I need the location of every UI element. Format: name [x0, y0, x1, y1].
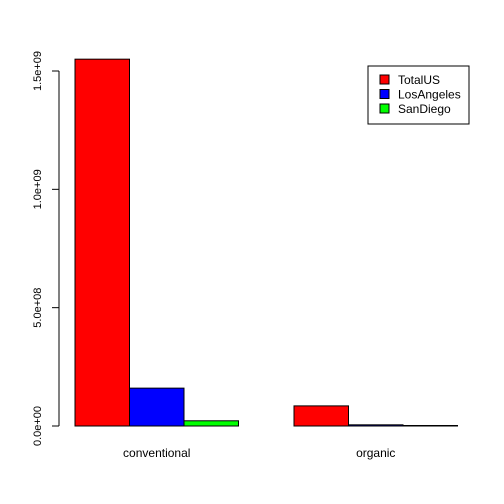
y-tick-label: 0.0e+00 — [32, 406, 44, 446]
x-category-label: organic — [356, 446, 395, 460]
y-tick-label: 5.0e+08 — [32, 288, 44, 328]
x-axis-labels: conventional organic — [123, 446, 395, 460]
bar-totalus-conventional — [74, 58, 130, 427]
y-tick-label: 1.5e+09 — [32, 51, 44, 91]
bar-losangeles-organic — [348, 424, 404, 427]
legend-label: SanDiego — [398, 102, 451, 116]
legend-label: LosAngeles — [398, 88, 461, 102]
bars-group — [74, 58, 458, 427]
legend-label: TotalUS — [398, 73, 440, 87]
y-axis: 0.0e+00 5.0e+08 1.0e+09 1.5e+09 — [32, 51, 60, 446]
bar-sandiego-conventional — [183, 420, 239, 427]
bar-sandiego-organic — [402, 425, 458, 427]
bar-losangeles-conventional — [129, 387, 185, 427]
x-category-label: conventional — [123, 446, 190, 460]
legend-swatch — [379, 74, 390, 85]
legend-swatch — [379, 103, 390, 114]
y-tick-label: 1.0e+09 — [32, 169, 44, 209]
bar-totalus-organic — [293, 405, 349, 427]
legend-swatch — [379, 89, 390, 99]
